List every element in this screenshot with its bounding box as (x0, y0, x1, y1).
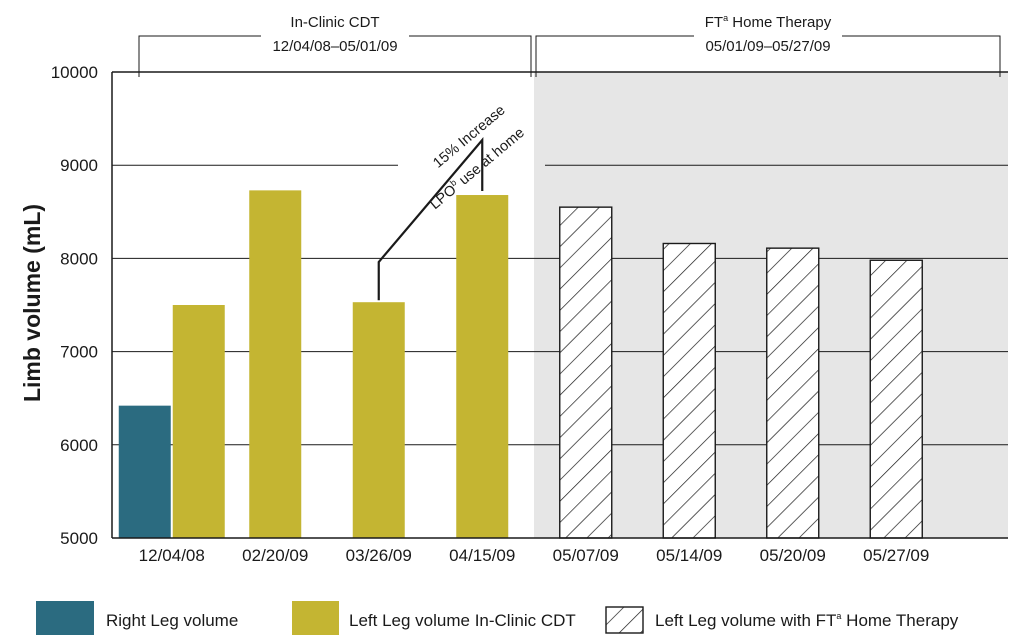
legend-item-left-leg-clinic: Left Leg volume In-Clinic CDT (292, 601, 576, 635)
bar-1-03-26-09 (352, 302, 405, 538)
bar-1-04-15-09 (456, 195, 509, 539)
legend-label-left-leg-clinic: Left Leg volume In-Clinic CDT (349, 611, 576, 630)
y-tick-label-8000: 8000 (60, 249, 98, 268)
period-brackets: In-Clinic CDT 12/04/08–05/01/09 FTa Home T… (138, 13, 1001, 77)
period-range-1: 05/01/09–05/27/09 (705, 38, 830, 55)
bar-2-05-27-09 (869, 259, 923, 539)
annotation-connector (377, 137, 484, 301)
bar-2-05-07-09 (559, 206, 613, 539)
y-tick-label-5000: 5000 (60, 529, 98, 548)
legend-item-right-leg: Right Leg volume (36, 601, 238, 635)
x-tick-label-05-27-09: 05/27/09 (863, 546, 929, 565)
y-tick-label-10000: 10000 (51, 63, 98, 82)
period-title-0: In-Clinic CDT (290, 14, 379, 31)
period-title-1: FTa Home Therapy (705, 13, 832, 31)
bar-2-05-14-09 (662, 242, 716, 539)
y-tick-label-7000: 7000 (60, 343, 98, 362)
bars (118, 190, 923, 539)
x-tick-label-02-20-09: 02/20/09 (242, 546, 308, 565)
legend-swatch-left-leg-home (605, 606, 644, 634)
y-axis-label: Limb volume (mL) (19, 204, 45, 402)
period-bracket-right-0 (409, 35, 532, 77)
bar-1-02-20-09 (249, 190, 302, 538)
legend-swatch-right-leg (36, 601, 94, 635)
legend-swatch-left-leg-clinic (292, 601, 339, 635)
axes: 5000 6000 7000 8000 9000 10000 12/04/08 02/20/0… (51, 63, 1008, 565)
bar-2-05-20-09 (766, 247, 820, 539)
legend-label-right-leg: Right Leg volume (106, 611, 238, 630)
y-tick-label-9000: 9000 (60, 156, 98, 175)
x-tick-label-05-14-09: 05/14/09 (656, 546, 722, 565)
period-range-0: 12/04/08–05/01/09 (272, 38, 397, 55)
x-tick-label-12-04-08: 12/04/08 (139, 546, 205, 565)
y-tick-label-6000: 6000 (60, 436, 98, 455)
x-tick-label-05-20-09: 05/20/09 (760, 546, 826, 565)
x-tick-label-04-15-09: 04/15/09 (449, 546, 515, 565)
x-tick-label-03-26-09: 03/26/09 (346, 546, 412, 565)
legend: Right Leg volume Left Leg volume In-Clin… (36, 601, 959, 635)
legend-label-left-leg-home: Left Leg volume with FTa Home Therapy (655, 611, 959, 630)
period-bracket-left-0 (138, 35, 261, 77)
legend-item-left-leg-home: Left Leg volume with FTa Home Therapy (605, 606, 959, 634)
period-bracket-right-1 (842, 35, 1001, 77)
x-tick-label-05-07-09: 05/07/09 (553, 546, 619, 565)
bar-1-12-04-08 (172, 305, 225, 538)
period-bracket-left-1 (535, 35, 694, 77)
bar-0-12-04-08 (118, 405, 171, 538)
